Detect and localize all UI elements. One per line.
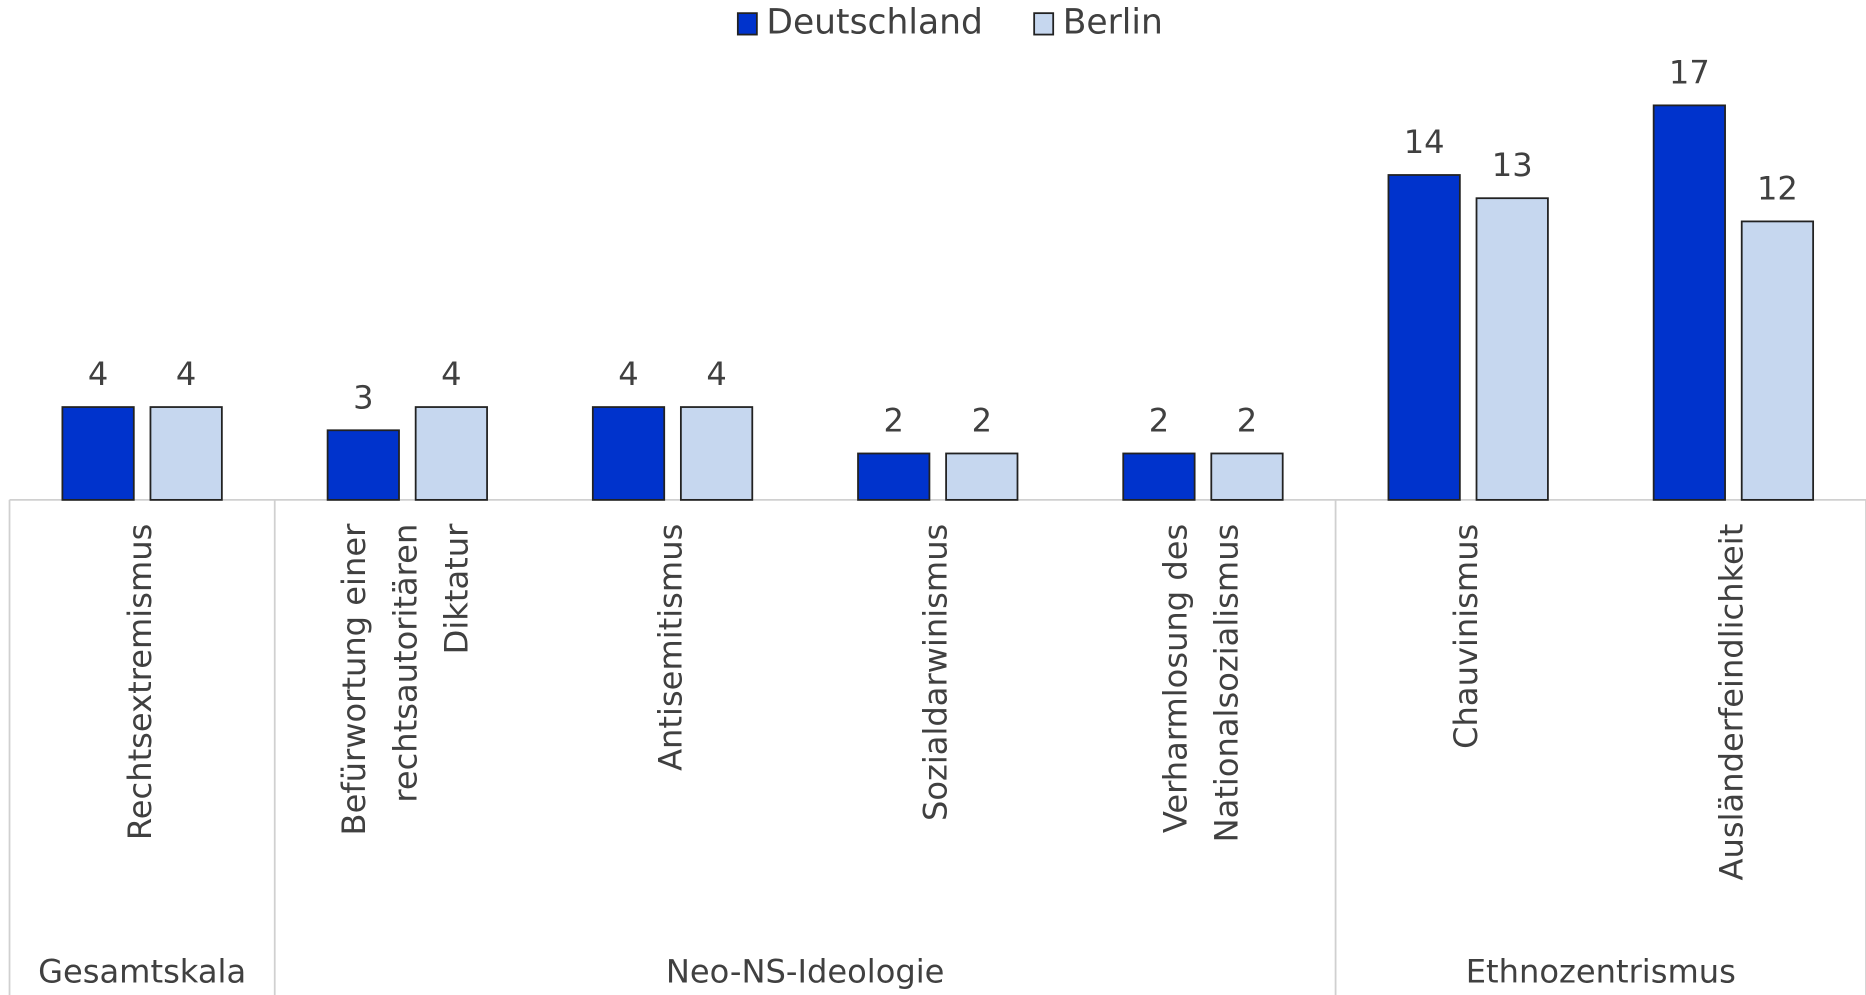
group-label: Gesamtskala xyxy=(38,953,246,991)
legend-swatch xyxy=(1033,12,1055,36)
bar xyxy=(414,406,488,501)
value-label: 4 xyxy=(706,355,726,393)
value-label: 4 xyxy=(618,355,638,393)
value-label: 3 xyxy=(353,378,373,416)
category-label: Verharmlosung des xyxy=(1156,524,1194,833)
value-label: 2 xyxy=(1149,402,1169,440)
value-label: 2 xyxy=(884,402,904,440)
category-label: Antisemitismus xyxy=(652,524,690,771)
bar xyxy=(149,406,223,501)
value-label: 2 xyxy=(972,402,992,440)
category-label: Chauvinismus xyxy=(1447,524,1485,749)
value-label: 2 xyxy=(1237,402,1257,440)
category-label: Diktatur xyxy=(438,523,476,655)
category-label: Ausländerfeindlichkeit xyxy=(1712,524,1750,881)
bar xyxy=(326,429,400,501)
group-label: Neo-NS-Ideologie xyxy=(666,953,945,991)
bar xyxy=(1210,452,1284,501)
legend-label: Berlin xyxy=(1063,2,1163,42)
category-label: Nationalsozialismus xyxy=(1208,524,1246,843)
bar xyxy=(1387,174,1461,501)
bar xyxy=(1475,197,1549,501)
category-label: Rechtsextremismus xyxy=(121,524,159,840)
group-label: Ethnozentrismus xyxy=(1466,953,1736,991)
value-label: 4 xyxy=(88,355,108,393)
value-label: 4 xyxy=(176,355,196,393)
category-label: rechtsautoritären xyxy=(386,524,424,803)
value-label: 14 xyxy=(1404,123,1445,161)
value-label: 12 xyxy=(1757,169,1798,207)
bar xyxy=(591,406,666,501)
category-label: Befürwortung einer xyxy=(335,523,373,836)
legend-swatch xyxy=(736,12,758,36)
bar xyxy=(679,406,754,501)
bar xyxy=(1122,452,1196,501)
bar xyxy=(1740,220,1815,501)
value-label: 4 xyxy=(441,355,461,393)
legend-label: Deutschland xyxy=(766,2,982,42)
bar xyxy=(1652,104,1726,501)
bar xyxy=(857,452,931,501)
value-label: 17 xyxy=(1669,53,1710,91)
bar xyxy=(61,406,135,501)
category-label: Sozialdarwinismus xyxy=(917,524,955,821)
bar xyxy=(945,452,1019,501)
value-label: 13 xyxy=(1492,146,1533,184)
